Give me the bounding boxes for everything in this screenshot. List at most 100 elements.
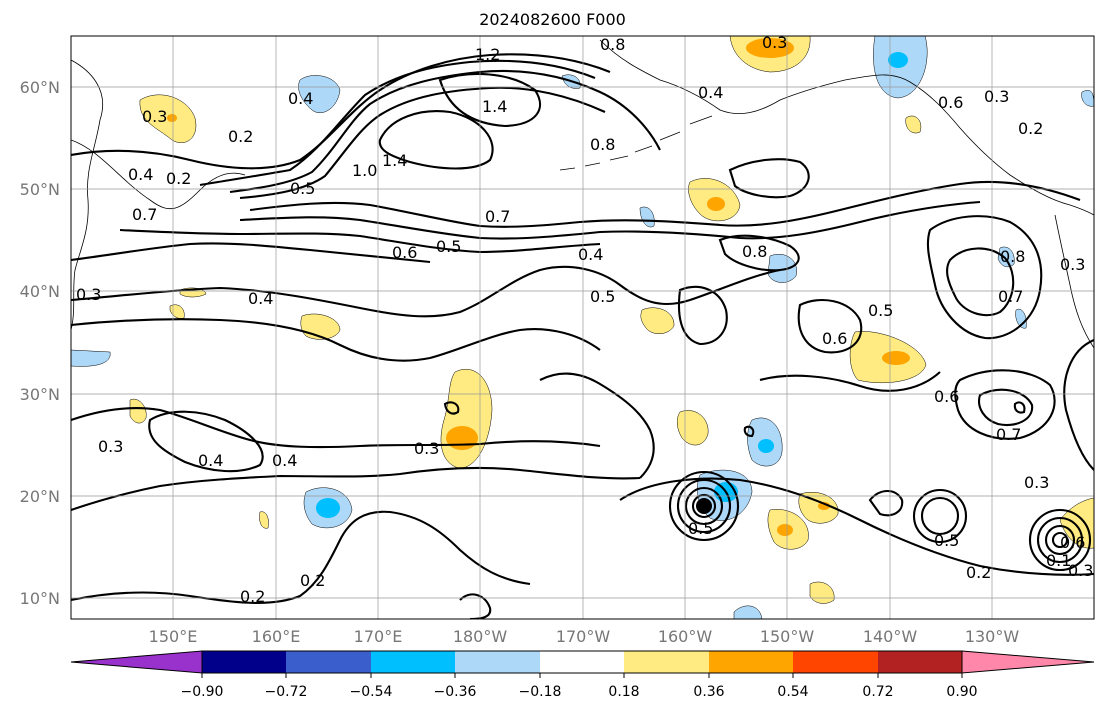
- contour-ring: [668, 470, 740, 542]
- colorbar-extend-low: [70, 650, 203, 674]
- contour-label: 1.0: [352, 161, 377, 180]
- contour-label: 0.3: [76, 285, 101, 304]
- contour-ring: [684, 486, 724, 526]
- colorbar-tick-label: −0.72: [265, 684, 308, 700]
- negative-patch: [733, 605, 763, 619]
- contour-label: 0.3: [1024, 473, 1049, 492]
- contour-line: [728, 158, 810, 199]
- contour-label: 0.5: [934, 531, 959, 550]
- contour-line: [946, 247, 1015, 317]
- contour-line: [199, 59, 596, 187]
- contour-label: 0.5: [290, 179, 315, 198]
- colorbar-tick-label: −0.90: [181, 684, 224, 700]
- negative-patch: [639, 206, 655, 228]
- contour-label: 1.2: [475, 45, 500, 64]
- colorbar-tick-label: 0.36: [693, 684, 724, 700]
- contour-line: [868, 489, 904, 517]
- lon-label: 160°W: [658, 627, 713, 646]
- positive-patch-core: [746, 38, 794, 58]
- positive-patch: [640, 307, 675, 334]
- contour-line: [71, 510, 531, 604]
- contour-line: [1013, 401, 1026, 414]
- contour-line: [797, 298, 863, 354]
- contour-label: 0.2: [1018, 119, 1043, 138]
- contour-line: [71, 242, 431, 264]
- contour-ring: [691, 493, 717, 519]
- contour-line: [71, 265, 781, 318]
- negative-patch: [71, 349, 111, 367]
- contour-label: 0.7: [996, 425, 1021, 444]
- aleutian-islands: [559, 115, 713, 171]
- gridlines: [71, 36, 1094, 619]
- colorbar: −0.90 −0.72 −0.54 −0.36 −0.18 0.18 0.36 …: [70, 650, 1095, 700]
- colorbar-segment: [371, 651, 455, 673]
- contour-line: [378, 110, 494, 170]
- contour-label: 0.5: [688, 519, 713, 538]
- colorbar-tick-label: 0.18: [608, 684, 639, 700]
- contour-line: [239, 86, 606, 200]
- colorbar-tick-label: −0.36: [434, 684, 477, 700]
- contour-label: 0.6: [934, 387, 959, 406]
- contour-label: 0.7: [485, 207, 510, 226]
- colorbar-ticks: [201, 673, 963, 678]
- positive-patch: [1059, 497, 1094, 549]
- colorbar-tick-labels: −0.90 −0.72 −0.54 −0.36 −0.18 0.18 0.36 …: [181, 684, 978, 700]
- contour-label: 0.3: [1060, 255, 1085, 274]
- contour-label: 0.2: [228, 127, 253, 146]
- contour-label: 0.4: [248, 289, 273, 308]
- contour-line: [743, 425, 755, 438]
- negative-patch: [767, 254, 797, 283]
- contour-label: 0.5: [590, 287, 615, 306]
- lat-label: 30°N: [20, 385, 60, 404]
- negative-patch: [1081, 90, 1094, 107]
- contour-label: 0.2: [966, 563, 991, 582]
- colorbar-segment: [878, 651, 962, 673]
- contour-ring: [912, 488, 968, 544]
- contour-label: 0.4: [272, 451, 297, 470]
- lat-labels: 60°N 50°N 40°N 30°N 20°N 10°N: [20, 78, 60, 608]
- contour-label: 0.8: [742, 242, 767, 261]
- contour-ring: [676, 478, 732, 534]
- colorbar-segment: [624, 651, 709, 673]
- lon-label: 130°W: [965, 627, 1020, 646]
- lon-label: 140°W: [863, 627, 918, 646]
- contour-label: 0.8: [1000, 247, 1025, 266]
- contour-label: 0.4: [578, 245, 603, 264]
- contour-label: 0.7: [132, 205, 157, 224]
- contour-line: [718, 234, 800, 272]
- colorbar-tick-label: 0.72: [862, 684, 893, 700]
- contour-line: [119, 228, 601, 254]
- positive-patch: [905, 115, 922, 134]
- colorbar-segment: [793, 651, 878, 673]
- contour-label: 0.3: [142, 107, 167, 126]
- negative-patch: [298, 75, 341, 114]
- colorbar-segment: [202, 651, 286, 673]
- contour-label: 0.3: [414, 439, 439, 458]
- contour-line: [71, 407, 601, 449]
- contour-line: [443, 401, 460, 415]
- contour-line: [229, 69, 661, 194]
- contour-line: [539, 372, 655, 479]
- contour-line: [239, 200, 981, 240]
- positive-patch: [809, 581, 835, 604]
- lat-label: 20°N: [20, 487, 60, 506]
- positive-patch: [300, 313, 341, 340]
- positive-patch: [169, 304, 185, 319]
- storm-center: [696, 498, 712, 514]
- contour-label: 0.4: [128, 165, 153, 184]
- contour-label: 0.4: [698, 83, 723, 102]
- lon-label: 150°E: [149, 627, 198, 646]
- lon-label: 170°E: [354, 627, 403, 646]
- alaska-coastline: [599, 39, 1094, 216]
- kamchatka-coastline: [71, 59, 104, 331]
- contour-line: [71, 53, 611, 170]
- positive-patch: [259, 511, 269, 529]
- contour-line: [438, 72, 541, 128]
- positive-patch-core: [882, 351, 910, 365]
- colorbar-tick-label: −0.54: [350, 684, 393, 700]
- colorbar-frame: [201, 650, 963, 674]
- north-america-coastline: [1054, 214, 1094, 349]
- contour-label: 0.3: [984, 87, 1009, 106]
- chart-title: 2024082600 F000: [479, 10, 626, 29]
